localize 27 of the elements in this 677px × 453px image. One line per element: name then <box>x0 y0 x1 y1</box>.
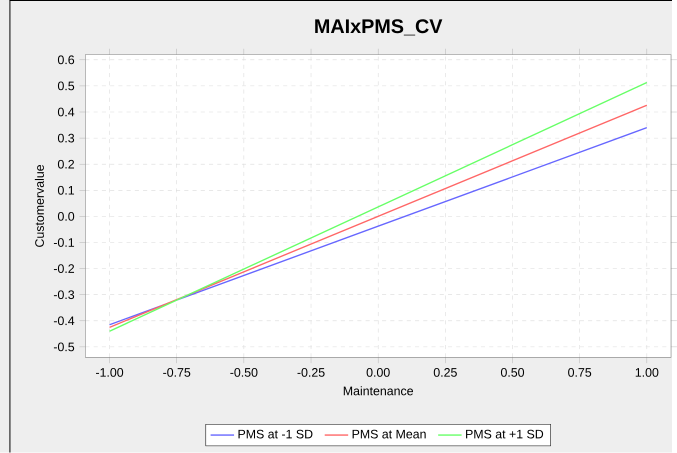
x-tick-label: -1.00 <box>96 368 124 377</box>
y-tick-label: 0.3 <box>58 134 74 143</box>
y-tick-label: -0.3 <box>54 290 74 300</box>
y-tick-label: -0.2 <box>54 264 74 274</box>
x-tick-label: 1.00 <box>636 368 658 377</box>
y-axis-title: Customervalue <box>34 165 44 248</box>
legend-label: PMS at +1 SD <box>466 430 544 439</box>
y-tick-label: -0.1 <box>54 238 74 248</box>
legend-label: PMS at -1 SD <box>238 430 312 439</box>
chart-title: MAIxPMS_CV <box>315 19 442 36</box>
y-tick-label: -0.5 <box>54 342 74 352</box>
legend-label: PMS at Mean <box>352 430 426 439</box>
y-tick-label: 0.0 <box>58 212 74 221</box>
x-tick-label: 0.75 <box>568 368 592 377</box>
x-tick-label: 0.25 <box>434 368 457 377</box>
y-tick-label: 0.4 <box>58 108 74 117</box>
x-axis-title: Maintenance <box>344 386 414 396</box>
x-tick-label: -0.50 <box>230 368 258 377</box>
y-tick-label: 0.5 <box>58 82 74 90</box>
x-tick-label: -0.25 <box>298 368 325 377</box>
y-tick-label: 0.2 <box>58 160 74 169</box>
y-tick-label: -0.4 <box>54 316 74 326</box>
x-tick-label: 0.00 <box>366 368 390 377</box>
y-tick-label: 0.6 <box>58 56 74 64</box>
x-tick-label: 0.50 <box>500 368 524 377</box>
x-tick-label: -0.75 <box>163 368 190 377</box>
y-tick-label: 0.1 <box>58 186 74 195</box>
